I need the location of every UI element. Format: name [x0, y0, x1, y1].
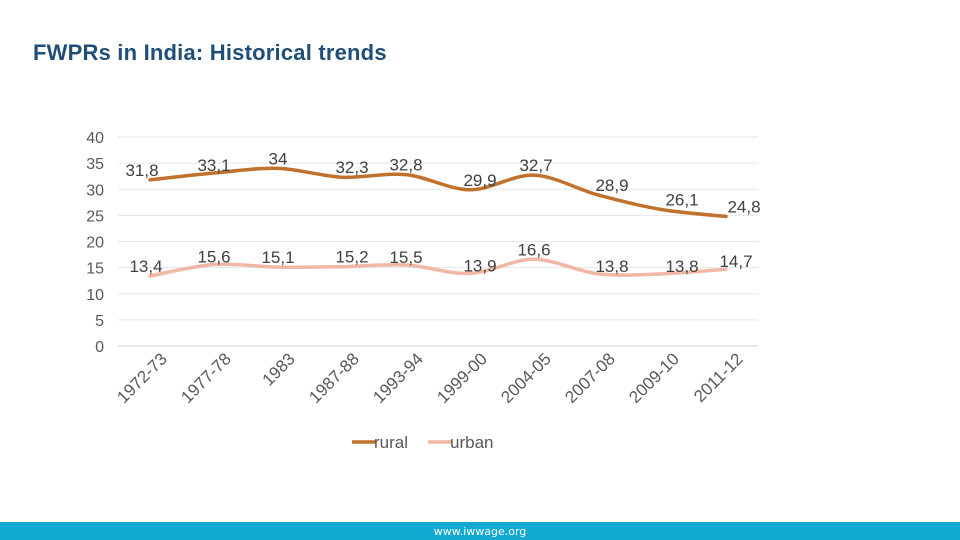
- x-tick-label: 1983: [259, 349, 299, 389]
- data-label-urban: 14,7: [719, 252, 752, 271]
- y-tick-label: 0: [95, 339, 104, 356]
- data-label-urban: 16,6: [517, 240, 550, 259]
- x-tick-label: 2009-10: [625, 349, 683, 407]
- series-lines: [148, 166, 728, 278]
- data-label-rural: 34: [269, 149, 288, 168]
- series-line-rural: [148, 166, 728, 219]
- data-label-rural: 32,3: [335, 158, 368, 177]
- x-tick-label: 2004-05: [497, 349, 555, 407]
- x-tick-label: 1972-73: [113, 349, 171, 407]
- data-label-rural: 32,7: [519, 156, 552, 175]
- x-tick-label: 1999-00: [433, 349, 491, 407]
- data-label-rural: 29,9: [463, 171, 496, 190]
- data-label-rural: 31,8: [125, 161, 158, 180]
- series-line-urban: [148, 257, 728, 278]
- y-tick-label: 15: [86, 261, 104, 278]
- y-tick-label: 20: [86, 235, 104, 252]
- data-labels: 31,8 33,1 34 32,3 32,8 29,9 32,7 28,9 26,1 24,8 13…: [125, 149, 760, 276]
- data-label-urban: 13,4: [129, 257, 162, 276]
- data-label-rural: 26,1: [665, 191, 698, 210]
- x-tick-label: 1977-78: [177, 349, 235, 407]
- y-tick-label: 10: [86, 287, 104, 304]
- data-label-urban: 13,8: [665, 257, 698, 276]
- footer-bar: [0, 522, 960, 540]
- legend-label-urban: urban: [450, 433, 493, 452]
- y-axis-ticks: 0 5 10 15 20 25 30 35 40: [86, 130, 104, 356]
- x-tick-label: 1987-88: [305, 349, 363, 407]
- gridlines: [118, 136, 758, 347]
- data-label-urban: 13,9: [463, 256, 496, 275]
- footer-url[interactable]: www.iwwage.org: [433, 525, 527, 538]
- y-tick-label: 25: [86, 208, 104, 225]
- legend-label-rural: rural: [374, 433, 408, 452]
- x-axis-ticks: 1972-73 1977-78 1983 1987-88 1993-94 1999-00 2…: [113, 349, 747, 407]
- slide-title: FWPRs in India: Historical trends: [33, 40, 387, 65]
- data-label-urban: 13,8: [595, 257, 628, 276]
- x-tick-label: 2011-12: [690, 349, 747, 406]
- data-label-urban: 15,1: [261, 248, 294, 267]
- x-tick-label: 2007-08: [561, 349, 619, 407]
- data-label-urban: 15,5: [389, 248, 422, 267]
- data-label-rural: 32,8: [389, 156, 422, 175]
- y-tick-label: 35: [86, 156, 104, 173]
- legend: rural urban: [352, 433, 493, 452]
- data-label-rural: 24,8: [727, 197, 760, 216]
- data-label-urban: 15,2: [335, 248, 368, 267]
- x-tick-label: 1993-94: [369, 349, 427, 407]
- y-tick-label: 30: [86, 182, 104, 199]
- data-label-rural: 28,9: [595, 176, 628, 195]
- y-tick-label: 5: [95, 313, 104, 330]
- data-label-urban: 15,6: [197, 247, 230, 266]
- y-tick-label: 40: [86, 130, 104, 147]
- data-label-rural: 33,1: [197, 156, 230, 175]
